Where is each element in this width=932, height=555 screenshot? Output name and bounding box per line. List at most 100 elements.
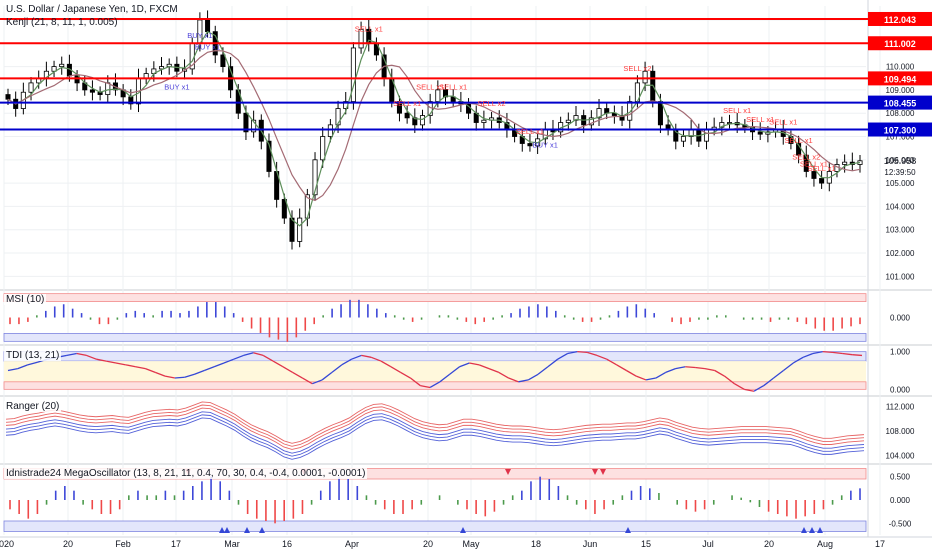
- signal-label: SELL x1: [769, 118, 797, 127]
- time-axis-label: Mar: [224, 539, 240, 549]
- tdi-line-segment: [233, 354, 244, 360]
- candle-body: [28, 82, 34, 93]
- price-axis-label: 109.000: [886, 86, 915, 95]
- tdi-line-segment: [469, 362, 480, 366]
- tdi-line-segment: [488, 368, 500, 373]
- tdi-line-segment: [262, 354, 274, 362]
- time-axis-label: 20: [423, 539, 433, 549]
- tdi-line-segment: [7, 367, 18, 372]
- tdi-line-segment: [508, 377, 519, 383]
- candle-body: [5, 94, 11, 100]
- signal-label: BUY x1: [533, 141, 558, 150]
- tdi-line-segment: [96, 358, 107, 362]
- tdi-line-segment: [724, 375, 735, 385]
- tdi-axis-label: 0.000: [890, 385, 911, 394]
- ranger-band-line: [5, 407, 865, 450]
- tdi-line-segment: [744, 388, 755, 392]
- tdi-line-segment: [675, 366, 686, 370]
- tdi-line-segment: [272, 360, 284, 368]
- tdi-line-segment: [115, 362, 126, 366]
- tdi-line-segment: [812, 351, 823, 355]
- tdi-line-segment: [478, 364, 490, 370]
- signal-label: SELL x1: [785, 136, 813, 145]
- level-price-tag: [868, 122, 932, 137]
- buy-signal-marker: [244, 527, 250, 533]
- time-axis-label: 15: [641, 539, 651, 549]
- tdi-line-segment: [832, 351, 843, 355]
- tdi-line-segment: [704, 367, 715, 372]
- candle-body: [266, 140, 272, 172]
- tdi-line-segment: [213, 362, 225, 368]
- level-price-label: 107.300: [884, 126, 917, 136]
- tdi-line-segment: [606, 358, 617, 366]
- buy-signal-marker: [224, 527, 230, 533]
- signal-label: SELL x1: [393, 99, 421, 108]
- msi-upper-band: [3, 293, 867, 302]
- megaosc-axis-label: -0.500: [889, 519, 912, 528]
- msi-pane-title: MSI (10): [4, 294, 47, 305]
- candle-body: [811, 171, 817, 179]
- time-axis-label: 17: [171, 539, 181, 549]
- signal-label: SELL x1: [746, 115, 774, 124]
- signal-label: SELL x2: [478, 99, 506, 108]
- candle-body: [281, 199, 287, 219]
- tdi-line-segment: [223, 358, 235, 364]
- tdi-line-segment: [155, 371, 166, 377]
- tdi-line-segment: [331, 364, 343, 373]
- signal-label: SELL x1: [516, 127, 544, 136]
- bar-countdown-label: 12:39:50: [884, 168, 916, 177]
- ranger-band-line: [5, 417, 865, 460]
- signal-label: BUY x1: [164, 82, 189, 91]
- tdi-line-segment: [586, 351, 598, 357]
- signal-label: SELL x1: [723, 106, 751, 115]
- time-axis-label: Aug: [817, 539, 833, 549]
- candle-body: [404, 112, 410, 119]
- tdi-line-segment: [734, 383, 745, 390]
- tdi-line-segment: [783, 362, 794, 372]
- candle-body: [220, 54, 226, 67]
- candle-body: [657, 101, 663, 126]
- level-price-label: 109.494: [884, 74, 917, 84]
- tdi-line-segment: [577, 351, 588, 354]
- candle-body: [297, 217, 303, 242]
- price-axis-label: 105.000: [886, 179, 915, 188]
- tdi-line-segment: [842, 352, 853, 356]
- tdi-axis-label: 1.000: [890, 348, 911, 357]
- candle-body: [89, 89, 95, 93]
- candle-body: [320, 136, 326, 161]
- time-axis-label: 17: [875, 539, 885, 549]
- candle-body: [105, 82, 111, 95]
- tdi-line-segment: [685, 366, 696, 369]
- tdi-line-segment: [390, 366, 401, 373]
- price-axis-label: 107.000: [886, 133, 915, 142]
- tdi-line-segment: [547, 358, 559, 368]
- tdi-line-segment: [429, 381, 441, 389]
- tdi-lower-band: [3, 381, 867, 390]
- candle-body: [335, 108, 341, 126]
- level-price-tag: [868, 95, 932, 110]
- candle-body: [358, 28, 364, 49]
- buy-signal-marker: [801, 527, 807, 533]
- tdi-line-segment: [164, 375, 175, 379]
- time-axis-label: Feb: [115, 539, 131, 549]
- last-price-label: 105.958: [884, 156, 917, 166]
- sell-signal-marker: [592, 469, 598, 475]
- tdi-line-segment: [439, 373, 451, 383]
- tdi-line-segment: [194, 369, 205, 375]
- signal-label: SELL x1: [355, 24, 383, 33]
- tdi-line-segment: [773, 369, 784, 379]
- tdi-line-segment: [204, 366, 215, 372]
- buy-signal-marker: [809, 527, 815, 533]
- ranger-axis-label: 104.000: [886, 452, 915, 461]
- price-axis-label: 103.000: [886, 226, 915, 235]
- tdi-line-segment: [400, 371, 411, 379]
- candle-body: [327, 124, 333, 137]
- price-axis-label: 101.000: [886, 272, 915, 281]
- tdi-line-segment: [459, 362, 470, 368]
- tdi-line-segment: [243, 352, 254, 357]
- megaosc-lower-band: [3, 520, 867, 532]
- tdi-line-segment: [292, 371, 303, 379]
- candle-body: [51, 66, 57, 72]
